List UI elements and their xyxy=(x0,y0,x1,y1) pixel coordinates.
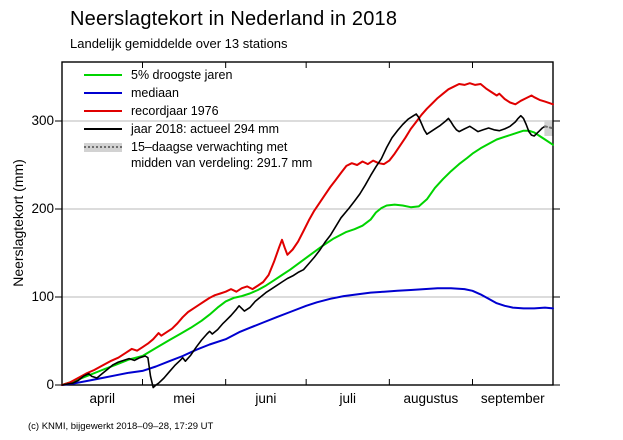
series-line-4 xyxy=(544,125,554,130)
series-line-0 xyxy=(61,129,554,386)
x-tick-label-augustus: augustus xyxy=(403,391,459,406)
legend-item: 15–daagse verwachting met xyxy=(84,138,312,156)
x-tick-label-juni: juni xyxy=(255,391,277,406)
legend-label: jaar 2018: actueel 294 mm xyxy=(131,122,280,136)
legend-label-line2: midden van verdeling: 291.7 mm xyxy=(131,156,313,170)
legend-label: 15–daagse verwachting met xyxy=(131,140,288,154)
y-tick-label-300: 300 xyxy=(31,113,54,128)
legend-line-swatch xyxy=(84,110,122,112)
legend-line-swatch xyxy=(84,92,122,94)
x-tick-label-september: september xyxy=(480,391,545,406)
legend-band-swatch xyxy=(84,142,122,152)
chart-subtitle: Landelijk gemiddelde over 13 stations xyxy=(70,36,288,51)
y-tick-label-0: 0 xyxy=(46,377,54,392)
chart-title: Neerslagtekort in Nederland in 2018 xyxy=(70,8,398,30)
legend-item: recordjaar 1976 xyxy=(84,102,312,120)
series-line-3 xyxy=(61,113,546,389)
legend-item: jaar 2018: actueel 294 mm xyxy=(84,120,312,138)
y-tick-label-100: 100 xyxy=(31,289,54,304)
legend-label: 5% droogste jaren xyxy=(131,68,233,82)
series-line-2 xyxy=(61,82,554,386)
legend-item: 5% droogste jaren xyxy=(84,66,312,84)
legend-item: mediaan xyxy=(84,84,312,102)
y-tick-label-200: 200 xyxy=(31,201,54,216)
x-tick-label-april: april xyxy=(89,391,115,406)
series-line-1 xyxy=(61,287,554,386)
legend-label: mediaan xyxy=(131,86,179,100)
legend-line-swatch xyxy=(84,128,122,130)
legend: 5% droogste jaren mediaan recordjaar 1976 j… xyxy=(84,66,312,172)
copyright-note: (c) KNMI, bijgewerkt 2018–09–28, 17:29 U… xyxy=(28,421,214,432)
legend-label: recordjaar 1976 xyxy=(131,104,219,118)
forecast-dotted-line-swatch xyxy=(84,145,122,148)
x-tick-label-juli: juli xyxy=(339,391,356,406)
x-tick-label-mei: mei xyxy=(173,391,195,406)
legend-line-swatch xyxy=(84,74,122,76)
